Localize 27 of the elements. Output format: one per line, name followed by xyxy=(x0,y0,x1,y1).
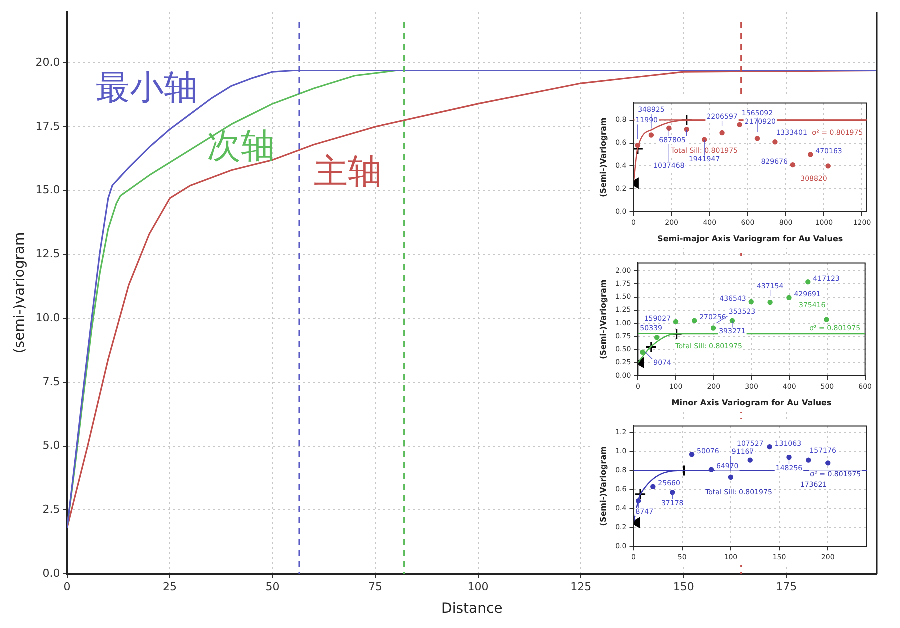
y-tick-label: 20.0 xyxy=(36,56,60,69)
x-tick-label: 25 xyxy=(163,580,178,594)
y-tick-label: 7.5 xyxy=(42,375,60,388)
x-tick-label: 175 xyxy=(776,580,798,594)
x-axis-title: Semi-major Axis Variogram for Au Values xyxy=(658,234,844,244)
y-axis-title: (semi-)variogram xyxy=(12,232,28,354)
x-tick-label: 75 xyxy=(368,580,383,594)
y-tick-label: 12.5 xyxy=(36,248,60,261)
y-tick-label: 15.0 xyxy=(36,184,60,197)
x-tick-label: 125 xyxy=(570,580,592,594)
series-label: 最小轴 xyxy=(96,68,198,108)
y-axis-title: (Semi-)Variogram xyxy=(598,446,608,526)
series-label: 次轴 xyxy=(207,126,276,167)
y-axis-title: (Semi-)Variogram xyxy=(598,118,608,198)
y-tick-label: 2.5 xyxy=(42,502,60,516)
x-axis-title: Distance xyxy=(442,601,503,618)
x-tick-label: 150 xyxy=(673,580,694,594)
x-tick-label: 0 xyxy=(64,580,71,594)
y-axis-title: (Semi-)Variogram xyxy=(598,280,608,360)
y-tick-label: 0.0 xyxy=(42,566,60,580)
y-tick-label: 5.0 xyxy=(42,439,60,452)
x-tick-label: 50 xyxy=(266,580,280,594)
x-tick-label: 100 xyxy=(468,580,489,594)
x-axis-title: Minor Axis Variogram for Au Values xyxy=(672,398,832,408)
y-tick-label: 17.5 xyxy=(36,120,60,133)
y-tick-label: 10.0 xyxy=(36,311,60,324)
series-label: 主轴 xyxy=(314,152,382,192)
